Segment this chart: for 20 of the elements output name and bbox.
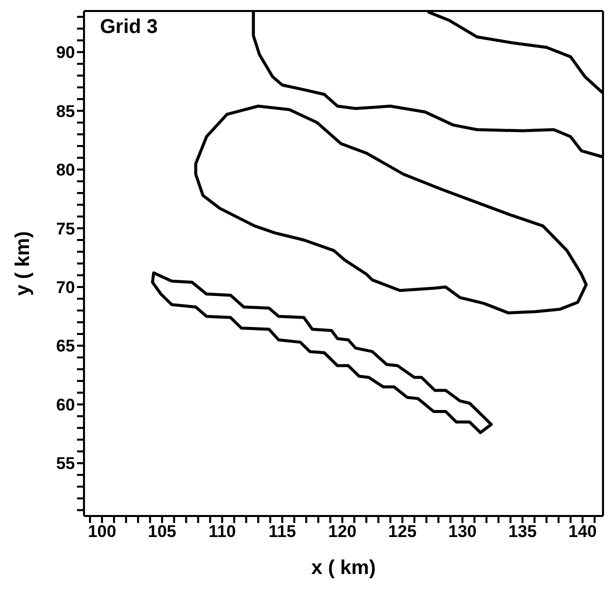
- y-tick-label: 75: [56, 219, 75, 238]
- y-tick-label: 85: [56, 102, 75, 121]
- x-axis-title: x ( km): [311, 557, 376, 579]
- y-axis-title: y ( km): [12, 231, 34, 296]
- x-tick-label: 100: [88, 522, 116, 542]
- y-tick-label: 70: [56, 278, 75, 298]
- y-tick-label: 60: [56, 395, 75, 414]
- annotation: Grid 3: [100, 16, 158, 39]
- x-tick-label: 115: [268, 522, 296, 542]
- x-tick-label: 130: [448, 522, 477, 542]
- x-tick-label: 135: [508, 522, 537, 542]
- y-tick-label: 80: [56, 160, 75, 180]
- x-tick-label: 105: [148, 522, 176, 542]
- x-tick-label: 140: [568, 522, 597, 542]
- x-tick-label: 110: [208, 522, 236, 542]
- y-tick-label: 55: [56, 454, 75, 474]
- x-tick-label: 120: [328, 522, 356, 542]
- y-tick-label: 90: [56, 43, 75, 62]
- y-tick-label: 65: [56, 336, 75, 356]
- x-tick-label: 125: [388, 522, 417, 542]
